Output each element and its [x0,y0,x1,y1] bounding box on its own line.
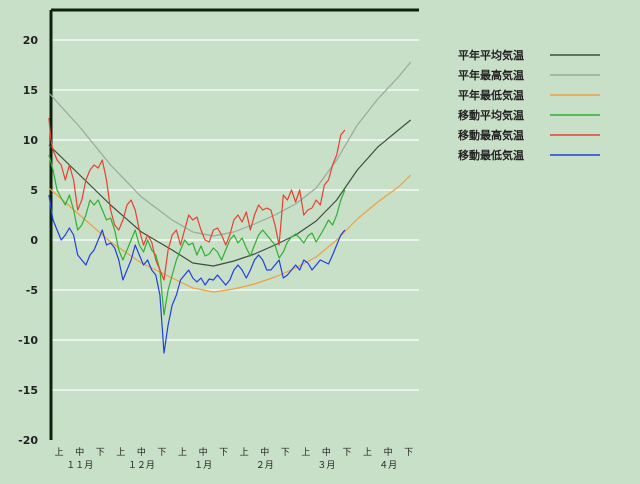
series-line-4 [48,117,346,281]
series-line-1 [48,61,412,237]
legend-label: 移動最高気温 [458,128,524,142]
y-tick-label: -5 [26,284,38,297]
y-tick-label: 15 [23,84,38,97]
x-tick-label: 上 [301,447,310,458]
x-tick-label: 中 [75,446,84,458]
y-tick-label: -10 [18,334,38,347]
x-tick-label: 上 [116,447,125,458]
x-tick-label: 上 [240,447,249,458]
x-tick-label: 下 [219,448,228,458]
x-tick-label: 中 [199,446,208,458]
x-tick-label: 下 [342,448,351,458]
y-tick-label: -15 [18,384,38,397]
series-line-2 [48,174,412,293]
x-tick-label: 中 [260,446,269,458]
legend-label: 平年最高気温 [458,68,524,82]
month-label: １２月 [128,460,155,471]
series-line-0 [48,119,412,267]
y-tick-labels: 20 15 10 5 0 -5 -10 -15 -20 [18,34,38,447]
y-tick-label: 10 [23,134,39,147]
x-tick-label: 中 [322,446,331,458]
x-tick-label: 下 [157,448,166,458]
legend-label: 移動最低気温 [458,148,524,162]
x-tick-labels: 上中下上中下上中下上中下上中下上中下１１月 １２月 １月 ２月 ３月 ４月 [55,446,414,471]
month-label: ４月 [379,460,397,471]
month-label: １１月 [66,460,93,471]
x-tick-label: 上 [178,447,187,458]
month-label: １月 [194,460,212,471]
legend-label: 平年平均気温 [458,48,524,62]
y-tick-label: -20 [18,434,38,447]
x-tick-label: 中 [384,446,393,458]
series-line-3 [48,154,346,316]
series-lines [48,61,412,354]
x-tick-label: 下 [281,448,290,458]
x-tick-label: 下 [96,448,105,458]
x-tick-label: 上 [55,447,64,458]
grid-lines [51,39,419,391]
y-tick-label: 20 [23,34,39,47]
legend-label: 平年最低気温 [458,88,524,102]
month-label: ２月 [256,460,274,471]
axes [49,8,419,440]
x-tick-label: 下 [404,448,413,458]
x-tick-label: 中 [137,446,146,458]
month-label: ３月 [317,460,335,471]
series-line-5 [48,194,346,354]
y-tick-label: 0 [30,234,38,247]
legend-label: 移動平均気温 [458,108,524,122]
y-tick-label: 5 [30,184,38,197]
x-tick-label: 上 [363,447,372,458]
